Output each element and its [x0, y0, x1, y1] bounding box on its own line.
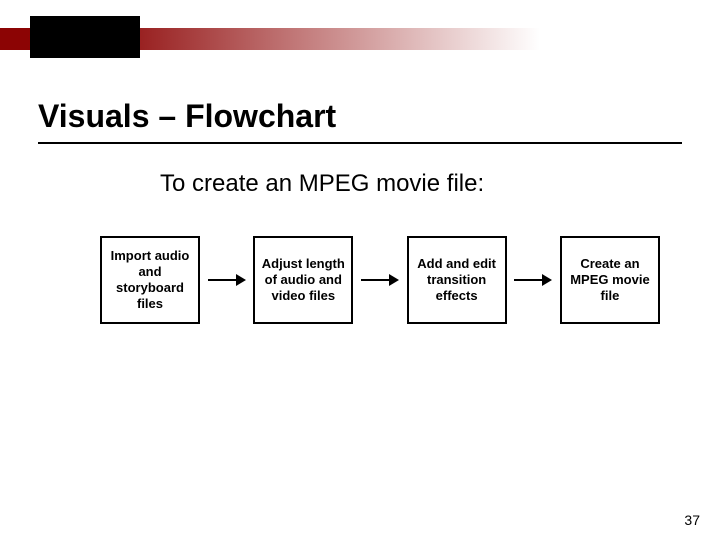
- flowchart-node: Create an MPEG movie file: [560, 236, 660, 324]
- arrow-line: [514, 279, 542, 281]
- arrow-line: [208, 279, 236, 281]
- flowchart-arrow: [208, 274, 246, 286]
- slide-subtitle: To create an MPEG movie file:: [160, 170, 484, 198]
- arrow-line: [361, 279, 389, 281]
- header-bar: [0, 0, 720, 50]
- flowchart: Import audio and storyboard files Adjust…: [100, 236, 660, 324]
- title-underline: [38, 142, 682, 144]
- slide-title: Visuals – Flowchart: [38, 98, 336, 135]
- flowchart-arrow: [361, 274, 399, 286]
- flowchart-node: Add and edit transition effects: [407, 236, 507, 324]
- arrow-head-icon: [542, 274, 552, 286]
- page-number: 37: [684, 512, 700, 528]
- arrow-head-icon: [236, 274, 246, 286]
- flowchart-arrow: [514, 274, 552, 286]
- flowchart-node: Import audio and storyboard files: [100, 236, 200, 324]
- header-accent-block: [30, 16, 140, 58]
- flowchart-node: Adjust length of audio and video files: [253, 236, 353, 324]
- arrow-head-icon: [389, 274, 399, 286]
